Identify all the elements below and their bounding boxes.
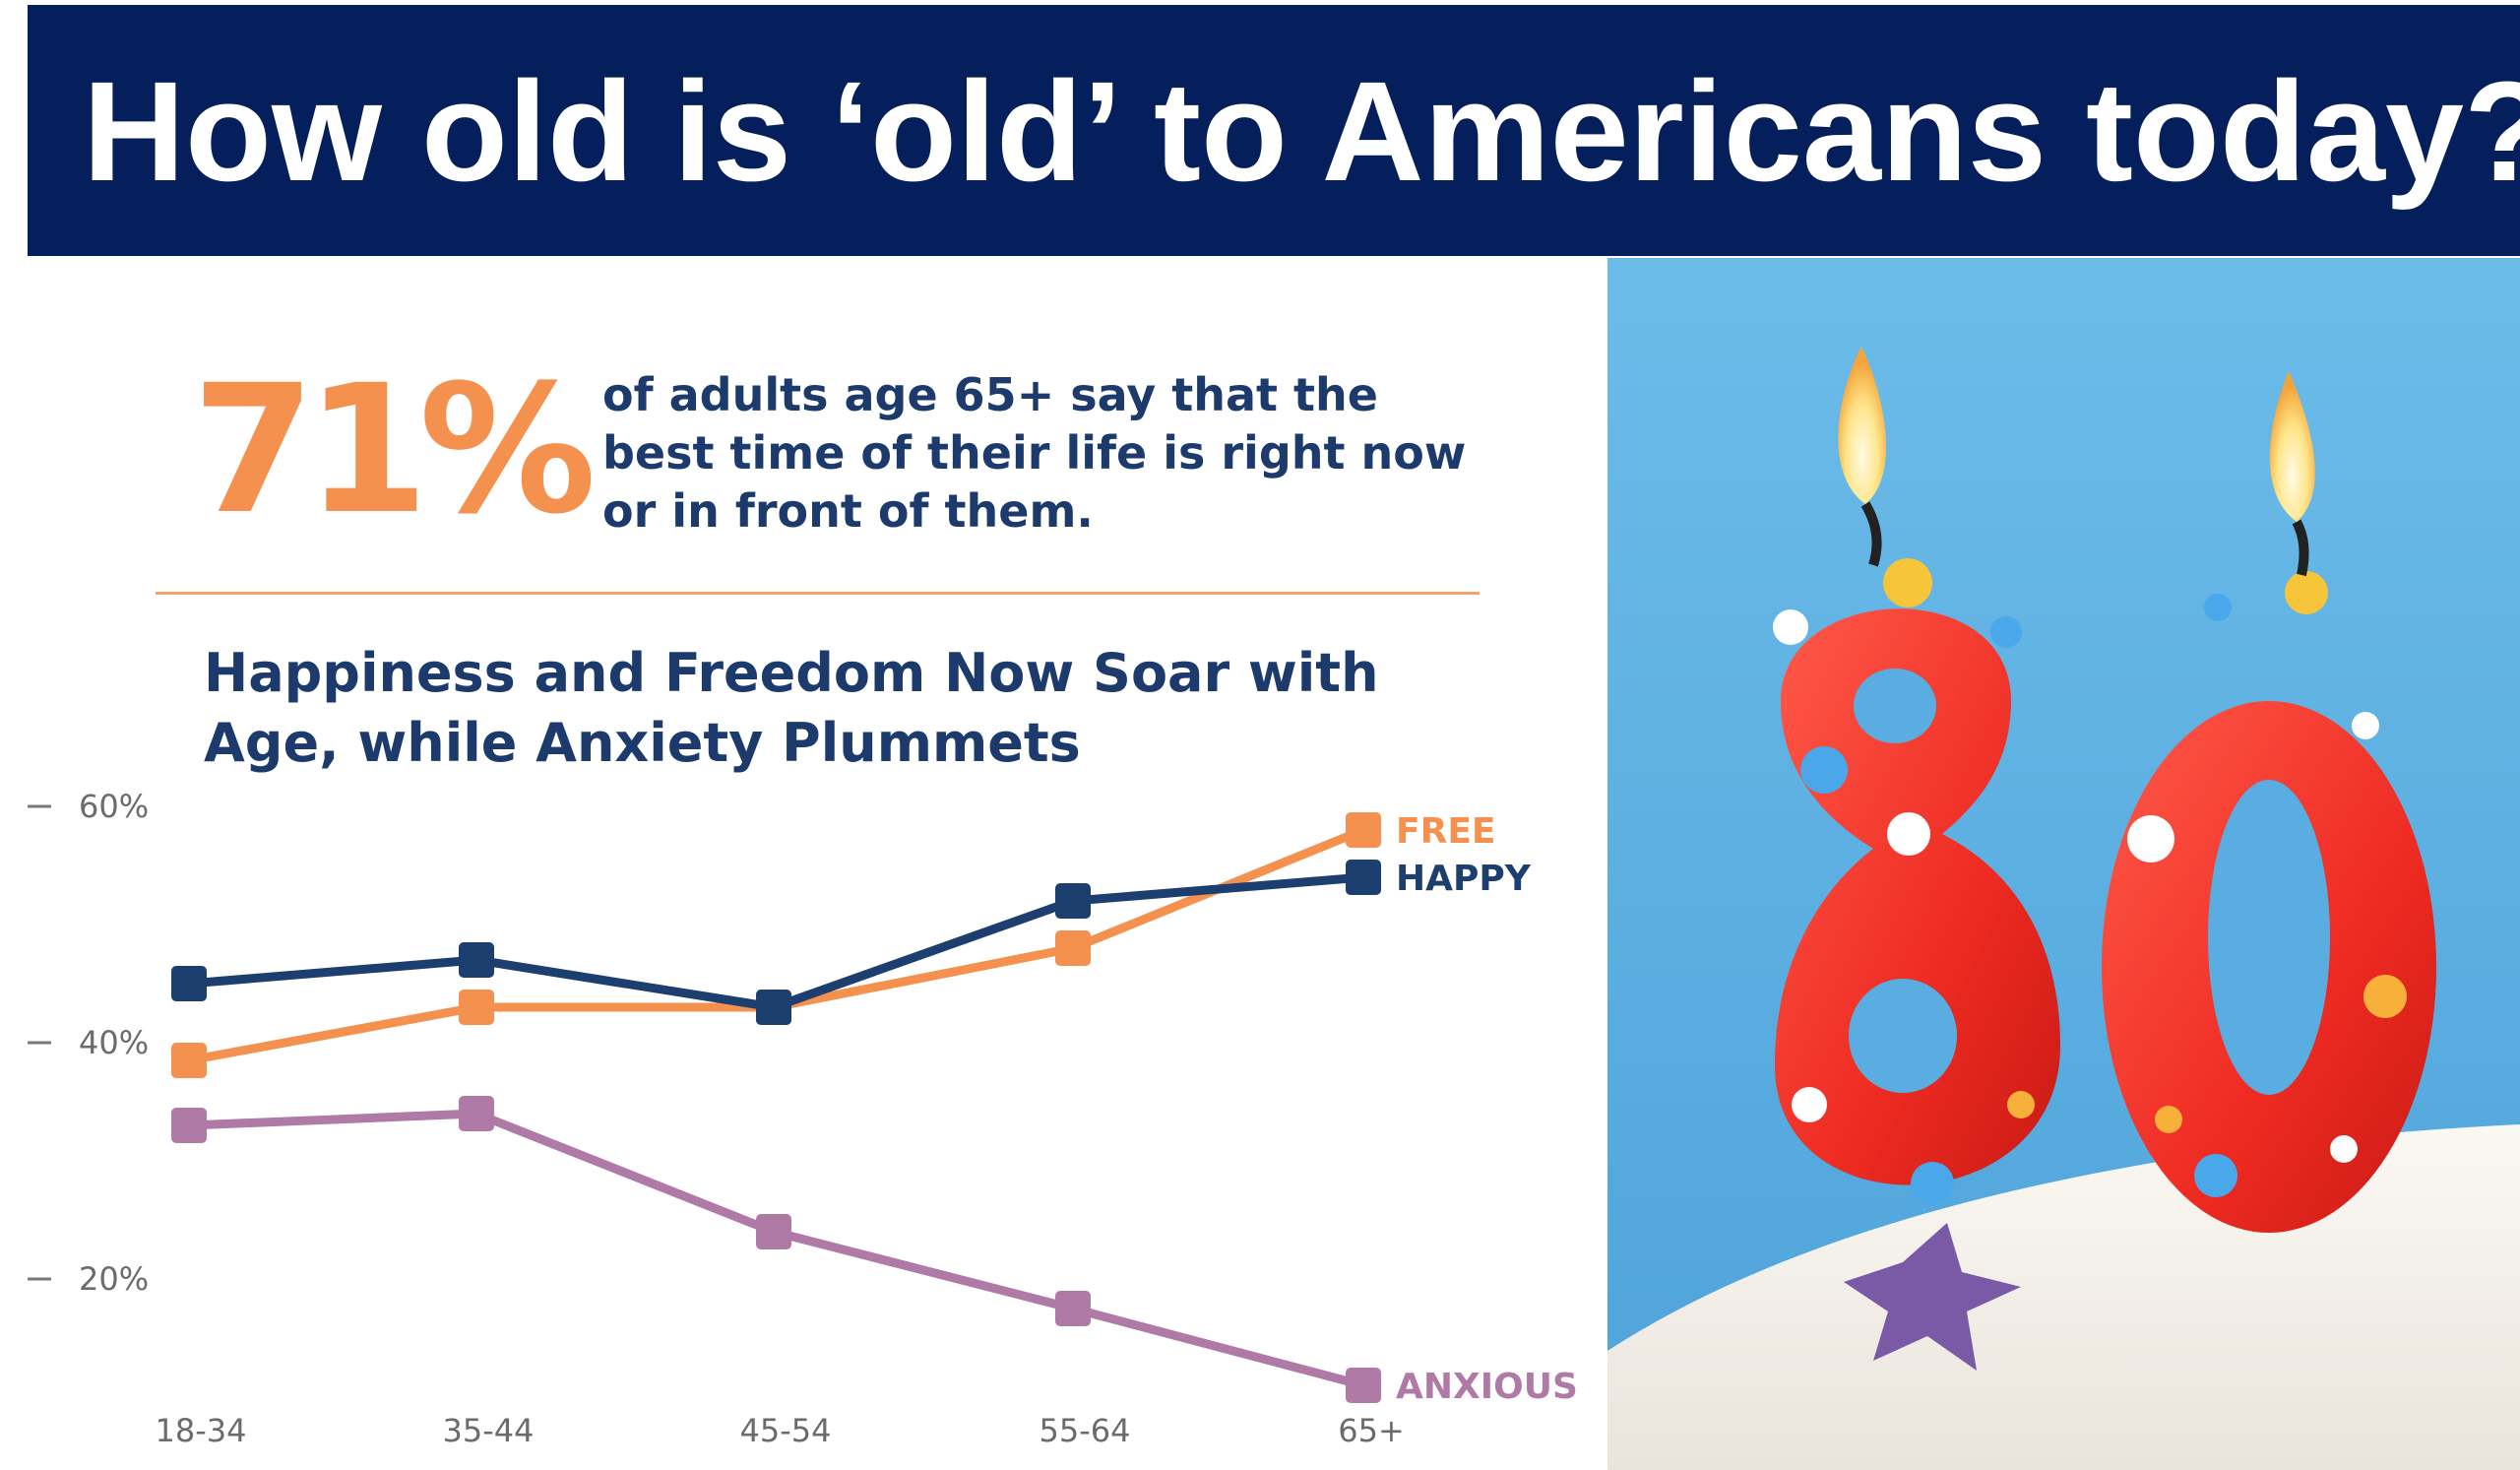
data-point-anxious — [756, 1214, 791, 1249]
data-point-anxious — [459, 1096, 494, 1131]
data-point-happy — [459, 942, 494, 978]
y-tick-label: 60% — [79, 788, 149, 825]
series-labels: ANXIOUS FREE HAPPY — [1396, 811, 1578, 1407]
x-axis-ticks: 18-34 35-44 45-54 55-64 65+ — [156, 1412, 1405, 1449]
series-markers — [171, 812, 1381, 1403]
chart-title: Happiness and Freedom Now Soar with Age,… — [204, 642, 1379, 774]
x-tick-label: 18-34 — [156, 1412, 247, 1449]
data-point-free — [1346, 812, 1381, 848]
candle-eight — [1775, 608, 2060, 1185]
page-title: How old is ‘old’ to Americans today? — [83, 52, 2520, 211]
series-label-free: FREE — [1396, 811, 1496, 852]
data-point-anxious — [1346, 1368, 1381, 1403]
series-line-free — [188, 825, 1365, 1065]
candle-zero — [2102, 701, 2436, 1233]
data-point-happy — [1055, 883, 1091, 919]
stat-number: 71% — [192, 348, 597, 553]
data-point-free — [1055, 930, 1091, 966]
line-chart: 60% 40% 20% 18-34 35-44 45-54 55-64 65+ ANXIOU… — [28, 788, 1578, 1449]
data-point-anxious — [1055, 1291, 1091, 1326]
series-label-happy: HAPPY — [1396, 859, 1532, 899]
series-lines — [188, 825, 1365, 1390]
y-tick-label: 20% — [79, 1260, 149, 1298]
series-label-anxious: ANXIOUS — [1396, 1367, 1578, 1407]
title-banner: How old is ‘old’ to Americans today? — [28, 5, 2520, 256]
data-point-happy — [756, 990, 791, 1025]
x-tick-label: 45-54 — [740, 1412, 832, 1449]
stat-text: of adults age 65+ say that the best time… — [602, 368, 1467, 538]
data-point-happy — [1346, 860, 1381, 895]
data-point-anxious — [171, 1108, 207, 1143]
data-point-free — [171, 1043, 207, 1078]
x-tick-label: 65+ — [1338, 1412, 1405, 1449]
birthday-candles-photo — [1607, 258, 2520, 1470]
x-tick-label: 35-44 — [443, 1412, 535, 1449]
data-point-free — [459, 990, 494, 1025]
data-point-happy — [171, 966, 207, 1001]
series-line-happy — [188, 872, 1364, 1012]
divider — [156, 592, 1480, 595]
y-tick-label: 40% — [79, 1024, 149, 1061]
y-axis-ticks: 60% 40% 20% — [28, 788, 149, 1298]
x-tick-label: 55-64 — [1040, 1412, 1131, 1449]
